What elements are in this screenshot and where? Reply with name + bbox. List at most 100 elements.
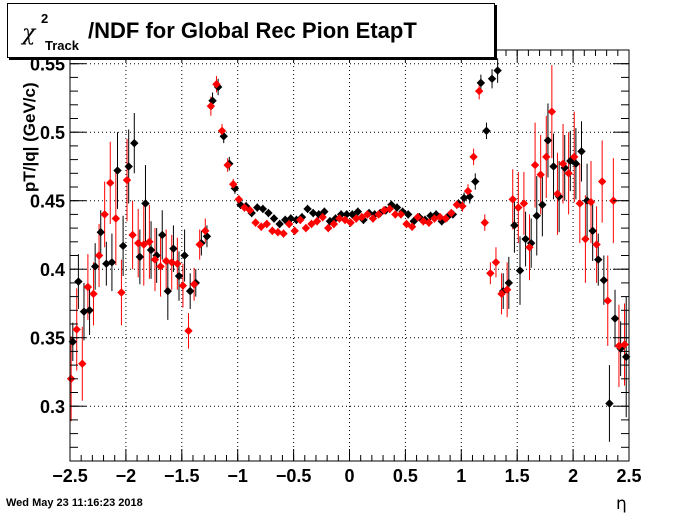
data-point-black (219, 132, 228, 141)
x-tick-label: 2 (568, 466, 578, 486)
data-points (66, 66, 631, 408)
data-point-black (510, 221, 519, 230)
data-point-black (135, 252, 145, 262)
x-tick-label: −1.5 (164, 466, 200, 486)
data-point-black (74, 277, 83, 286)
data-point-red (83, 282, 93, 292)
data-point-red (150, 255, 160, 264)
data-point-red (329, 219, 339, 229)
data-point-red (586, 197, 596, 207)
y-tick-label: 0.5 (40, 123, 65, 143)
data-point-black (459, 193, 469, 203)
data-point-red (592, 240, 601, 249)
title-superscript: 2 (41, 11, 49, 26)
data-point-red (374, 210, 383, 219)
data-point-red (245, 206, 255, 215)
data-point-red (167, 258, 176, 267)
title-text: /NDF for Global Rec Pion EtapT (88, 18, 417, 43)
data-point-red (318, 212, 327, 222)
data-point-red (525, 243, 534, 252)
data-point-red (117, 288, 126, 297)
data-point-red (413, 212, 422, 222)
data-point-black (68, 337, 77, 347)
x-tick-label: 2.5 (616, 466, 641, 486)
data-point-black (141, 199, 150, 208)
data-point-red (335, 214, 344, 223)
data-point-red (251, 218, 260, 227)
data-point-red (324, 223, 333, 233)
data-point-red (620, 340, 629, 349)
data-point-red (424, 218, 434, 227)
data-point-black (588, 226, 597, 236)
data-point-red (480, 218, 489, 227)
data-point-red (491, 258, 501, 267)
data-point-red (558, 159, 568, 168)
data-point-black (610, 314, 620, 323)
data-point-black (543, 136, 553, 145)
data-point-red (502, 285, 512, 294)
data-point-red (301, 223, 311, 233)
data-point-black (560, 163, 569, 173)
data-point-black (599, 275, 609, 285)
data-point-black (594, 255, 603, 264)
data-point-black (493, 66, 502, 75)
x-tick-label: 0.5 (393, 466, 418, 486)
data-point-black (549, 162, 558, 171)
x-tick-label: 1 (456, 466, 466, 486)
data-point-red (452, 200, 462, 210)
title-subscript: Track (45, 38, 79, 53)
data-point-black (353, 207, 363, 216)
data-point-black (303, 204, 312, 214)
data-point-black (113, 166, 122, 175)
data-point-red (106, 178, 115, 188)
timestamp: Wed May 23 11:16:23 2018 (6, 497, 143, 509)
data-point-red (262, 219, 271, 229)
data-point-red (296, 215, 305, 225)
data-point-red (430, 214, 439, 223)
data-point-black (185, 286, 195, 296)
chart-title: χ 2 Track /NDF for Global Rec Pion EtapT (7, 3, 495, 58)
data-point-black (605, 399, 614, 408)
data-point-black (465, 192, 474, 201)
x-tick-label: −0.5 (276, 466, 312, 486)
data-point-red (603, 296, 612, 305)
data-point-black (622, 352, 631, 362)
data-point-black (124, 162, 133, 171)
x-tick-label: 1.5 (505, 466, 530, 486)
data-point-black (308, 208, 318, 218)
x-tick-label: −2 (116, 466, 137, 486)
data-point-red (486, 269, 495, 278)
data-point-red (273, 228, 283, 237)
title-symbol: χ (22, 21, 36, 46)
data-point-red (184, 326, 193, 336)
data-point-black (169, 244, 178, 253)
data-point-red (284, 219, 294, 229)
data-point-black (482, 126, 491, 136)
data-point-black (85, 306, 94, 315)
data-point-red (290, 226, 299, 236)
data-point-black (130, 138, 139, 148)
data-point-red (407, 222, 417, 231)
data-point-red (514, 203, 523, 212)
data-point-black (146, 245, 156, 255)
y-tick-label: 0.35 (30, 329, 65, 349)
data-point-black (538, 200, 547, 210)
data-point-red (178, 281, 188, 290)
data-point-black (504, 278, 514, 288)
data-point-red (519, 199, 529, 208)
data-point-red (447, 208, 456, 218)
data-point-black (269, 214, 279, 223)
data-point-red (145, 237, 154, 246)
data-point-black (476, 78, 486, 88)
data-point-black (253, 203, 262, 212)
data-point-black (258, 204, 268, 214)
data-point-red (536, 170, 545, 179)
data-point-red (530, 160, 540, 170)
data-point-black (107, 258, 117, 267)
data-point-red (100, 210, 109, 219)
data-point-red (173, 259, 182, 268)
data-point-black (532, 211, 541, 220)
data-point-black (174, 271, 184, 281)
data-point-red (94, 251, 104, 260)
